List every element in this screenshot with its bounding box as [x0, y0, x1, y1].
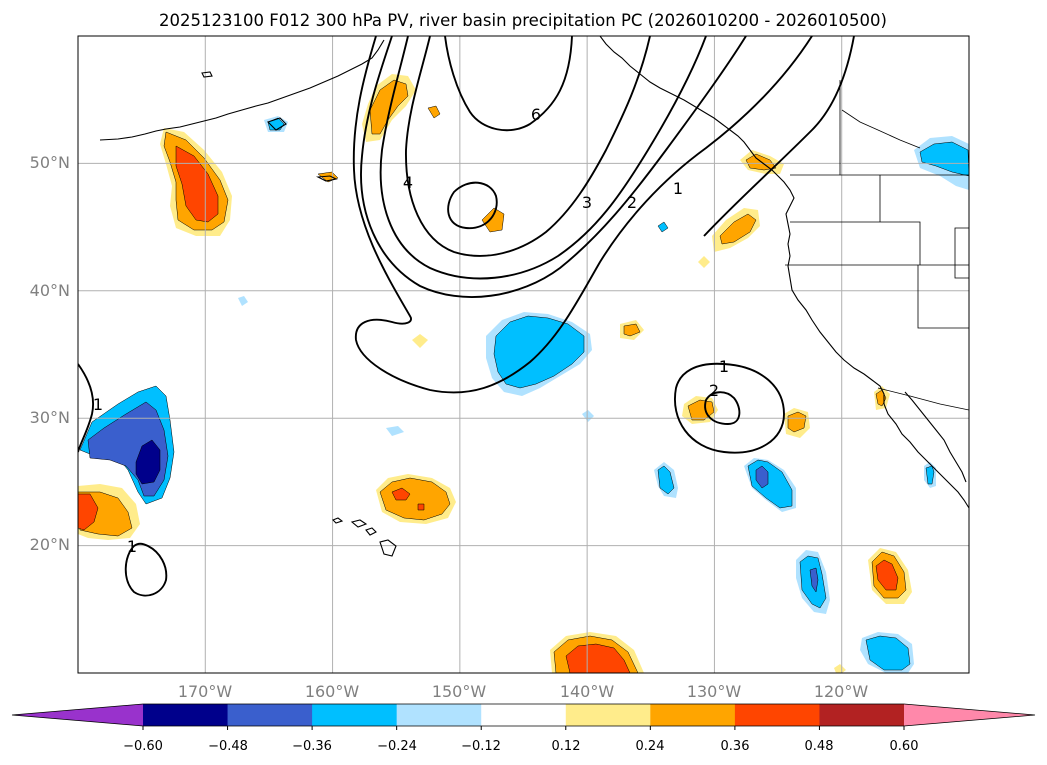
colorbar-segment-6 — [650, 704, 736, 726]
cbar-label-4: −0.12 — [461, 739, 501, 754]
precip-fill-s4-r — [565, 643, 631, 673]
pv-label-4: 4 — [403, 173, 413, 192]
colorbar-segment-5 — [565, 704, 651, 726]
precip-fill-or-1-y — [698, 256, 710, 268]
colorbar-segment-8 — [819, 704, 905, 726]
pv-contours — [78, 36, 855, 597]
colorbar-segment-3 — [396, 704, 482, 726]
lon-label-130w: 130°W — [687, 682, 742, 701]
pv-label-1-southwest: 1 — [127, 537, 137, 556]
chart-title: 2025123100 F012 300 hPa PV, river basin … — [159, 11, 887, 30]
pv-label-1: 1 — [673, 179, 683, 198]
pv-label-2: 2 — [627, 193, 637, 212]
cbar-label-7: 0.36 — [721, 739, 750, 754]
political-borders — [785, 80, 969, 411]
precip-fill-gulf-o — [369, 79, 409, 135]
precip-fill-sp-lb3 — [582, 410, 594, 422]
colorbar-extend-low — [12, 704, 143, 726]
coastlines — [99, 36, 969, 557]
coastline-islands — [201, 71, 338, 182]
colorbar — [11, 703, 1036, 730]
precip-fill-sp-e2-o — [623, 323, 641, 337]
colorbar-extend-high — [904, 704, 1035, 726]
colorbar-segment-1 — [227, 704, 313, 726]
cbar-label-9: 0.60 — [890, 739, 919, 754]
precip-fill-sp-e-y — [412, 334, 428, 348]
pv-contour-4 — [379, 36, 707, 280]
precip-fill-sp-y5 — [834, 664, 846, 673]
lon-label-150w: 150°W — [432, 682, 487, 701]
colorbar-segment-4 — [481, 704, 567, 726]
precip-fill-hi-o — [379, 477, 451, 521]
precip-fill-dp-w-r — [78, 493, 99, 531]
lat-label-50: 50°N — [30, 153, 70, 172]
pv-label-6: 6 — [531, 105, 541, 124]
colorbar-segment-0 — [143, 704, 229, 726]
precip-fill-hi-r2 — [417, 503, 425, 511]
longitude-labels: 170°W 160°W 150°W 140°W 130°W 120°W — [178, 682, 869, 701]
precip-fill-s3-b — [865, 635, 911, 671]
lon-label-170w: 170°W — [178, 682, 233, 701]
border-states — [785, 80, 969, 329]
pv-contour-1-outer — [703, 36, 855, 237]
cbar-label-6: 0.24 — [636, 739, 665, 754]
precip-fill-sp-lb2 — [386, 426, 404, 436]
border-us-mexico — [877, 387, 969, 411]
precip-fill-sp-b1 — [657, 221, 669, 233]
precip-fill-se-mb — [755, 465, 769, 489]
pv-contour-2 — [352, 36, 813, 394]
precip-fill-nv-b — [657, 465, 675, 495]
lon-label-160w: 160°W — [305, 682, 360, 701]
coastline-hawaii — [332, 517, 397, 557]
pv-contour-3 — [360, 36, 747, 298]
colorbar-segment-7 — [734, 704, 820, 726]
pv-contour-2-ring — [704, 391, 741, 425]
precip-fill-dp-db — [135, 439, 161, 485]
cbar-label-1: −0.48 — [208, 739, 248, 754]
precip-fill-or-2-o — [719, 213, 757, 245]
cbar-label-0: −0.60 — [123, 739, 163, 754]
pv-label-1-ring: 1 — [719, 357, 729, 376]
coastline-baja-gulf — [904, 391, 967, 483]
pv-label-2-ring: 2 — [709, 381, 719, 400]
precip-fill-sp-lb — [238, 296, 248, 306]
cbar-label-2: −0.36 — [292, 739, 332, 754]
pv-contour-labels: 6 4 3 2 1 1 2 1 1 — [93, 105, 729, 556]
precip-fill-sp-2-o — [427, 105, 441, 119]
pv-label-1-west: 1 — [93, 395, 103, 414]
latitude-labels: 20°N 30°N 40°N 50°N — [30, 153, 70, 554]
coastline-alaska-panhandle — [599, 36, 751, 151]
pv-contour-6 — [444, 36, 573, 132]
lon-label-120w: 120°W — [814, 682, 869, 701]
map-frame — [77, 35, 970, 674]
pv-label-3: 3 — [582, 193, 592, 212]
precip-fill-s1-mb — [809, 567, 819, 593]
colorbar-tick-labels: −0.60 −0.48 −0.36 −0.24 −0.12 0.12 0.24 … — [123, 739, 918, 754]
precip-fill-mx-b — [925, 465, 935, 485]
coastline-aleutians — [99, 39, 385, 141]
pv-contour-1-west-a — [78, 363, 94, 453]
map-panel: 6 4 3 2 1 1 2 1 1 — [77, 35, 970, 674]
precip-fills — [78, 74, 969, 673]
precip-fill-mid-b — [493, 315, 585, 389]
cbar-label-3: −0.24 — [377, 739, 417, 754]
colorbar-segment-2 — [312, 704, 398, 726]
precip-fill-ak-r — [175, 145, 219, 223]
cbar-label-8: 0.48 — [805, 739, 834, 754]
cbar-label-5: 0.12 — [552, 739, 581, 754]
precip-fill-s2-r — [875, 559, 899, 591]
precip-fill-sp-1-o — [481, 207, 505, 233]
lat-label-40: 40°N — [30, 281, 70, 300]
coastline-west-coast — [749, 149, 969, 509]
precip-fill-hi-r — [391, 487, 411, 501]
pv-contour-1-ring — [674, 362, 785, 454]
pv-contour-1-west-b — [124, 542, 168, 597]
lat-label-30: 30°N — [30, 408, 70, 427]
lat-label-20: 20°N — [30, 535, 70, 554]
lon-label-140w: 140°W — [560, 682, 615, 701]
precip-fill-ca2-o — [787, 411, 807, 433]
pv-contour-5-cutoff — [405, 36, 651, 257]
